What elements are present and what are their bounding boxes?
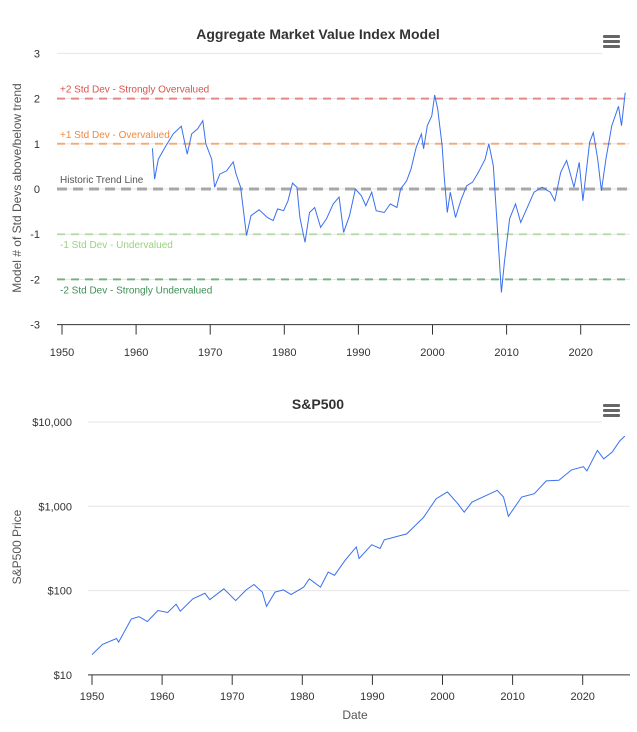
x-tick-label: 1960	[124, 347, 148, 359]
x-tick-label: 2010	[500, 691, 524, 703]
x-tick-label: 2000	[430, 691, 454, 703]
band-label: +1 Std Dev - Overvalued	[60, 130, 170, 141]
mvi-chart-title: Aggregate Market Value Index Model	[196, 26, 440, 42]
y-tick-label: 3	[34, 48, 40, 60]
y-tick-label: 1	[34, 139, 40, 151]
x-tick-label: 1950	[80, 691, 104, 703]
x-tick-label: 1990	[360, 691, 384, 703]
mvi-series-line	[151, 92, 626, 293]
x-tick-label: 1950	[50, 347, 74, 359]
sp500-y-axis-label: S&P500 Price	[10, 509, 24, 584]
y-tick-label: $100	[48, 586, 72, 598]
y-tick-label: $10	[54, 670, 72, 682]
y-tick-label: 0	[34, 184, 40, 196]
x-tick-label: 2020	[568, 347, 592, 359]
mvi-chart: Aggregate Market Value Index Model +2 St…	[10, 26, 630, 359]
x-tick-label: 1980	[290, 691, 314, 703]
mvi-y-axis-label: Model # of Std Devs above/below trend	[10, 83, 24, 292]
y-tick-label: -3	[30, 320, 40, 332]
sp500-chart-title: S&P500	[292, 396, 344, 412]
y-tick-label: -1	[30, 229, 40, 241]
mvi-menu-icon[interactable]	[603, 35, 620, 48]
band-label: -2 Std Dev - Strongly Undervalued	[60, 285, 212, 296]
sp500-x-axis-label: Date	[342, 708, 368, 722]
y-tick-label: 2	[34, 94, 40, 106]
y-tick-label: $10,000	[32, 417, 72, 429]
x-tick-label: 1970	[198, 347, 222, 359]
sp500-series-line	[91, 435, 626, 655]
band-label: -1 Std Dev - Undervalued	[60, 240, 173, 251]
sp500-chart: S&P500 $10,000 $1,000 $100 $10 1950 1960 1970…	[10, 396, 630, 722]
x-tick-label: 2000	[420, 347, 444, 359]
x-tick-label: 2020	[570, 691, 594, 703]
x-tick-label: 2010	[494, 347, 518, 359]
band-label: +2 Std Dev - Strongly Overvalued	[60, 85, 209, 96]
sp500-menu-icon[interactable]	[603, 404, 620, 417]
x-tick-label: 1970	[220, 691, 244, 703]
x-tick-label: 1980	[272, 347, 296, 359]
y-tick-label: $1,000	[38, 501, 72, 513]
y-tick-label: -2	[30, 274, 40, 286]
band-label: Historic Trend Line	[60, 175, 144, 186]
x-tick-label: 1990	[346, 347, 370, 359]
x-tick-label: 1960	[150, 691, 174, 703]
